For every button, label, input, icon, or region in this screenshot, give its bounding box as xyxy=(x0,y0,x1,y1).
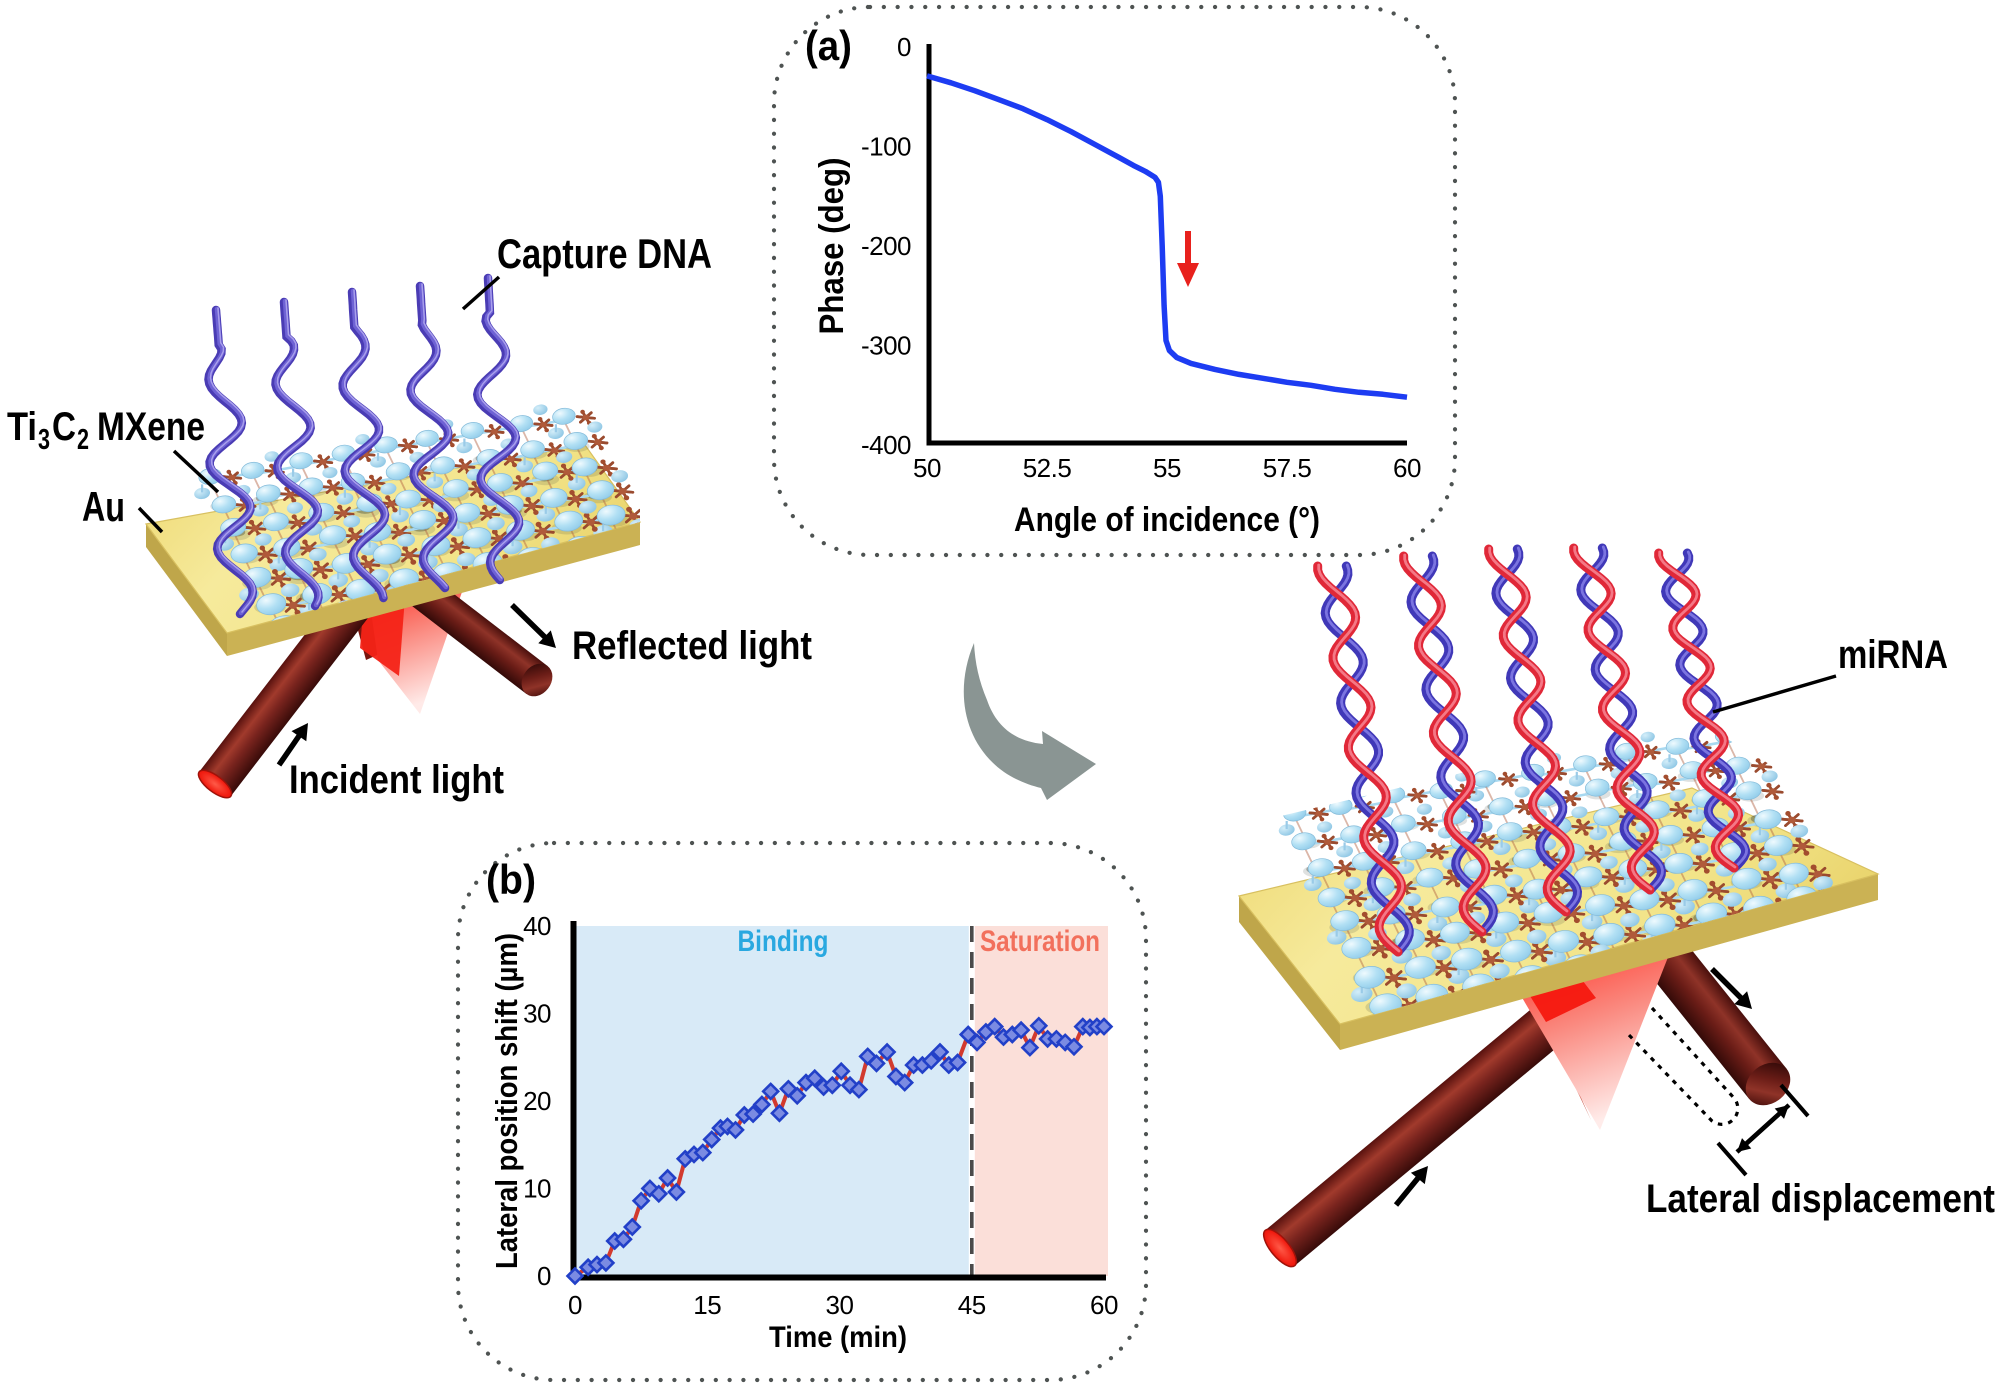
svg-text:50: 50 xyxy=(913,453,941,483)
svg-text:Phase (deg): Phase (deg) xyxy=(813,158,851,335)
svg-text:Lateral position shift (µm): Lateral position shift (µm) xyxy=(489,933,524,1269)
svg-text:0: 0 xyxy=(537,1261,551,1291)
svg-text:-300: -300 xyxy=(861,331,911,361)
svg-text:Capture DNA: Capture DNA xyxy=(497,230,712,277)
svg-text:Saturation: Saturation xyxy=(980,925,1100,958)
svg-text:Incident light: Incident light xyxy=(289,758,504,802)
svg-text:30: 30 xyxy=(523,999,551,1029)
svg-text:60: 60 xyxy=(1090,1290,1118,1320)
svg-text:C: C xyxy=(52,405,76,449)
svg-text:57.5: 57.5 xyxy=(1263,453,1312,483)
svg-text:20: 20 xyxy=(523,1086,551,1116)
svg-text:3: 3 xyxy=(38,424,50,456)
svg-text:10: 10 xyxy=(523,1174,551,1204)
svg-text:Time (min): Time (min) xyxy=(769,1321,907,1354)
svg-text:0: 0 xyxy=(568,1290,582,1320)
svg-text:-400: -400 xyxy=(861,430,911,460)
svg-text:Binding: Binding xyxy=(738,925,829,958)
svg-text:Au: Au xyxy=(82,483,125,530)
svg-text:Angle of incidence (°): Angle of incidence (°) xyxy=(1014,501,1320,539)
svg-text:60: 60 xyxy=(1393,453,1421,483)
svg-text:2: 2 xyxy=(77,424,89,456)
svg-text:52.5: 52.5 xyxy=(1023,453,1072,483)
svg-text:(b): (b) xyxy=(486,856,536,903)
svg-text:Reflected light: Reflected light xyxy=(572,624,812,668)
svg-text:15: 15 xyxy=(693,1290,721,1320)
svg-text:45: 45 xyxy=(958,1290,986,1320)
svg-text:MXene: MXene xyxy=(97,405,205,449)
svg-text:Lateral displacement: Lateral displacement xyxy=(1646,1177,1995,1221)
svg-text:30: 30 xyxy=(826,1290,854,1320)
svg-text:Ti: Ti xyxy=(7,405,37,449)
svg-text:-100: -100 xyxy=(861,132,911,162)
svg-text:-200: -200 xyxy=(861,231,911,261)
svg-text:0: 0 xyxy=(897,32,911,62)
svg-text:40: 40 xyxy=(523,911,551,941)
svg-text:(a): (a) xyxy=(805,22,852,69)
svg-text:55: 55 xyxy=(1153,453,1181,483)
svg-text:miRNA: miRNA xyxy=(1838,633,1948,677)
